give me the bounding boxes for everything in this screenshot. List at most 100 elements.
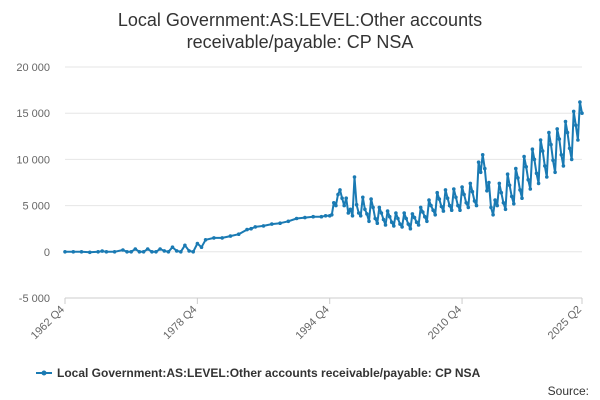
data-point[interactable] [462,192,466,197]
data-point[interactable] [158,247,162,251]
data-point[interactable] [350,214,355,218]
data-point[interactable] [580,111,584,115]
data-point[interactable] [383,223,388,227]
data-point[interactable] [454,195,458,200]
data-point[interactable] [145,247,150,251]
data-point[interactable] [199,245,204,249]
data-point[interactable] [493,198,497,202]
data-point[interactable] [330,213,334,217]
data-point[interactable] [381,217,386,222]
data-point[interactable] [412,215,417,220]
data-point[interactable] [499,190,504,195]
legend[interactable]: Local Government:AS:LEVEL:Other accounts… [36,366,481,380]
data-point[interactable] [71,250,76,254]
data-point[interactable] [569,157,574,162]
data-point[interactable] [183,243,187,248]
data-point[interactable] [125,250,129,254]
data-point[interactable] [170,245,175,249]
data-point[interactable] [394,211,398,215]
data-point[interactable] [340,196,344,200]
data-point[interactable] [162,249,167,253]
data-point[interactable] [520,196,524,200]
data-point[interactable] [270,222,274,226]
data-point[interactable] [561,164,566,168]
data-point[interactable] [447,203,452,208]
data-point[interactable] [555,127,559,131]
data-point[interactable] [154,250,158,254]
data-point[interactable] [435,190,440,195]
data-point[interactable] [466,205,471,210]
data-point[interactable] [348,207,353,212]
data-point[interactable] [121,248,125,252]
data-point[interactable] [385,209,390,213]
data-point[interactable] [551,158,555,163]
data-point[interactable] [129,250,133,254]
data-point[interactable] [371,205,375,210]
data-point[interactable] [427,198,431,202]
data-point[interactable] [236,232,241,236]
data-point[interactable] [228,234,233,238]
data-point[interactable] [361,195,365,200]
data-point[interactable] [416,223,421,227]
data-point[interactable] [286,219,291,224]
data-point[interactable] [400,225,404,229]
data-point[interactable] [356,211,361,215]
data-point[interactable] [483,166,487,171]
data-point[interactable] [524,165,528,169]
data-point[interactable] [389,220,394,224]
data-point[interactable] [406,222,411,226]
data-point[interactable] [253,225,258,229]
data-point[interactable] [346,211,351,215]
data-point[interactable] [470,189,475,194]
data-point[interactable] [516,176,520,180]
data-point[interactable] [88,250,92,255]
data-point[interactable] [377,205,382,210]
data-point[interactable] [294,216,299,221]
data-point[interactable] [352,175,357,179]
data-point[interactable] [212,236,216,240]
data-point[interactable] [344,196,349,200]
data-point[interactable] [505,172,510,176]
data-point[interactable] [567,146,572,151]
data-point[interactable] [373,216,378,221]
data-point[interactable] [441,209,446,213]
data-point[interactable] [536,181,541,186]
data-point[interactable] [408,226,413,231]
data-point[interactable] [387,214,392,219]
data-point[interactable] [534,171,539,176]
data-point[interactable] [540,149,545,153]
data-point[interactable] [458,208,462,212]
data-point[interactable] [354,202,359,207]
data-point[interactable] [332,201,336,205]
data-point[interactable] [338,188,342,192]
data-point[interactable] [503,207,508,212]
data-point[interactable] [278,221,282,225]
data-point[interactable] [358,214,363,218]
data-point[interactable] [468,181,473,186]
data-point[interactable] [456,203,460,208]
data-point[interactable] [491,213,495,217]
data-point[interactable] [342,203,347,208]
data-point[interactable] [449,208,454,212]
data-point[interactable] [425,219,429,224]
data-point[interactable] [187,249,191,253]
data-point[interactable] [249,226,253,231]
data-point[interactable] [530,147,535,151]
data-point[interactable] [112,250,117,254]
data-point[interactable] [487,180,491,185]
data-point[interactable] [445,196,450,200]
data-point[interactable] [478,170,483,175]
data-point[interactable] [571,109,576,114]
data-point[interactable] [452,187,456,191]
data-point[interactable] [375,221,380,225]
data-point[interactable] [133,247,138,251]
data-point[interactable] [480,153,485,157]
data-point[interactable] [174,249,179,253]
data-point[interactable] [485,189,489,193]
data-point[interactable] [104,250,109,254]
data-point[interactable] [63,250,67,254]
data-point[interactable] [509,194,514,199]
data-point[interactable] [563,119,568,124]
data-point[interactable] [379,211,384,215]
data-point[interactable] [553,170,557,175]
